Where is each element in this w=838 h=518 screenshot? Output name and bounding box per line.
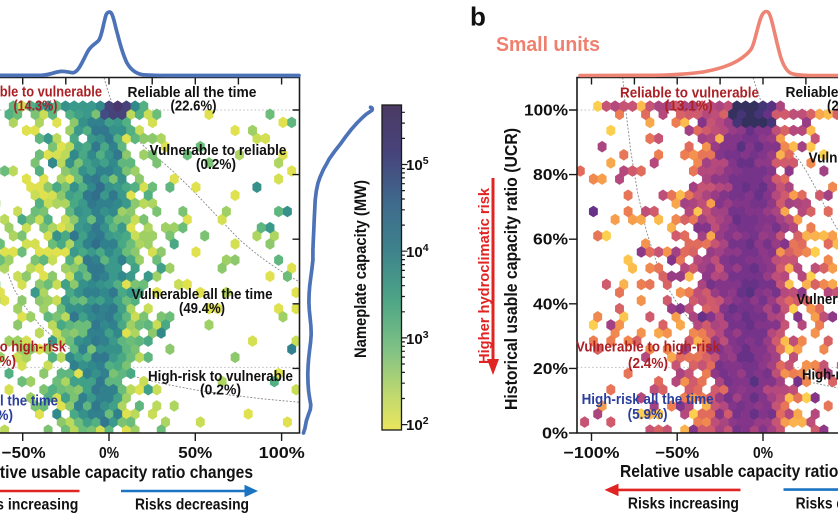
svg-text:60%: 60% xyxy=(533,232,568,249)
svg-text:100%: 100% xyxy=(524,103,568,120)
svg-text:Risks decreasing: Risks decreasing xyxy=(796,496,838,513)
svg-text:−50%: −50% xyxy=(655,445,699,462)
svg-text:Nameplate capacity (MW): Nameplate capacity (MW) xyxy=(351,180,370,358)
svg-text:0%: 0% xyxy=(99,445,119,462)
svg-text:(49.4%): (49.4%) xyxy=(179,301,225,317)
svg-text:(0.2%): (0.2%) xyxy=(196,157,236,173)
svg-text:0%: 0% xyxy=(542,426,568,443)
svg-text:Vulnerable to high-risk: Vulnerable to high-risk xyxy=(576,339,721,355)
svg-text:Risks increasing: Risks increasing xyxy=(0,497,78,514)
svg-text:50%: 50% xyxy=(178,445,212,462)
svg-text:High-risk to vulnerable: High-risk to vulnerable xyxy=(802,368,838,384)
svg-text:(5.9%): (5.9%) xyxy=(628,407,668,423)
svg-text:Higher hydroclimatic risk: Higher hydroclimatic risk xyxy=(476,187,493,364)
svg-text:(14.3%): (14.3%) xyxy=(14,99,58,115)
svg-text:Risks increasing: Risks increasing xyxy=(628,496,739,513)
svg-text:−100%: −100% xyxy=(564,445,620,462)
svg-text:Vulnerable all the time: Vulnerable all the time xyxy=(797,292,838,308)
svg-text:High-risk all the time: High-risk all the time xyxy=(582,392,714,408)
svg-text:Vulnerable to reliable: Vulnerable to reliable xyxy=(809,151,838,167)
svg-text:(22.6%): (22.6%) xyxy=(827,99,838,115)
svg-text:Relative usable capacity ratio: Relative usable capacity ratio changes xyxy=(620,461,838,481)
svg-text:Vulnerable to high-risk: Vulnerable to high-risk xyxy=(0,339,67,355)
svg-text:(22.6%): (22.6%) xyxy=(171,99,217,115)
svg-text:(2.4%): (2.4%) xyxy=(628,356,668,372)
svg-text:Relative usable capacity ratio: Relative usable capacity ratio changes xyxy=(0,462,253,482)
svg-text:0%: 0% xyxy=(753,445,773,462)
svg-text:20%: 20% xyxy=(533,361,568,378)
svg-text:−50%: −50% xyxy=(2,445,46,462)
svg-text:Small units: Small units xyxy=(496,33,600,56)
svg-text:(0.2%): (0.2%) xyxy=(200,383,241,399)
svg-text:b: b xyxy=(470,2,486,32)
svg-text:Historical usable capacity rat: Historical usable capacity ratio (UCR) xyxy=(501,128,521,410)
svg-text:Risks decreasing: Risks decreasing xyxy=(135,497,249,514)
svg-text:(13.1%): (13.1%) xyxy=(665,99,713,115)
svg-text:(2.4%): (2.4%) xyxy=(0,354,16,370)
svg-text:80%: 80% xyxy=(533,167,568,184)
svg-text:(5.9%): (5.9%) xyxy=(0,408,13,424)
svg-text:40%: 40% xyxy=(533,296,568,313)
svg-text:100%: 100% xyxy=(259,445,305,462)
